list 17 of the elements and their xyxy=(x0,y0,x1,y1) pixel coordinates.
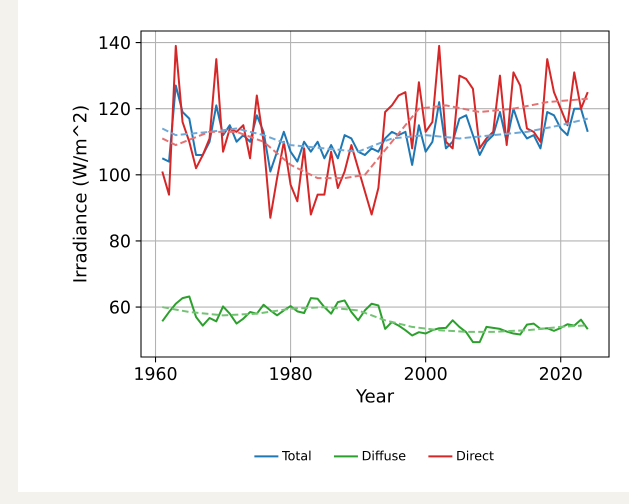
y-tick-label: 60 xyxy=(110,300,130,314)
legend-label: Direct xyxy=(457,450,494,460)
x-axis-title: Year xyxy=(356,389,394,403)
y-tick-label: 100 xyxy=(100,168,130,182)
y-axis-title: Irradiance (W/m^2) xyxy=(72,106,89,282)
line-series xyxy=(161,118,589,153)
x-tick-label: 1980 xyxy=(270,367,312,380)
y-tick-label: 140 xyxy=(100,36,130,50)
x-tick-label: 1960 xyxy=(135,367,176,380)
line-series xyxy=(161,98,589,180)
x-tick-label: 2000 xyxy=(404,367,447,380)
y-tick-label: 80 xyxy=(110,234,130,248)
x-tick-label: 2020 xyxy=(540,367,582,380)
y-tick-label: 120 xyxy=(100,102,130,116)
legend-label: Diffuse xyxy=(362,450,406,460)
line-series xyxy=(161,84,589,173)
legend-label: Total xyxy=(282,450,310,460)
